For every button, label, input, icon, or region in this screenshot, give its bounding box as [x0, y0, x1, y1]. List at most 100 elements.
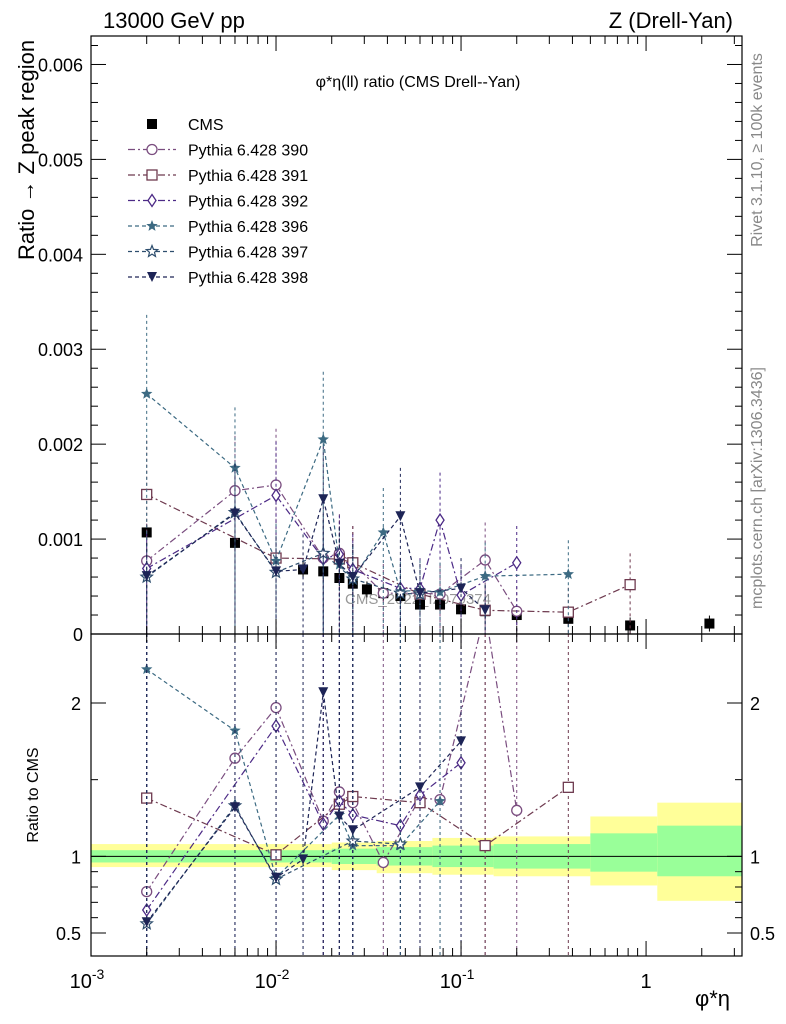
data-point: [377, 526, 389, 538]
ratio-y-tick-label-left: 1: [71, 847, 81, 867]
legend-entry: Pythia 6.428 398: [128, 270, 308, 287]
legend-label: Pythia 6.428 396: [188, 219, 308, 236]
data-point: [271, 566, 282, 577]
ratio-series-line: [146, 692, 462, 923]
legend-entry: CMS: [147, 117, 224, 134]
process-label: Z (Drell-Yan): [609, 8, 733, 33]
legend-label: Pythia 6.428 398: [188, 270, 308, 287]
legend-entry: Pythia 6.428 396: [128, 219, 308, 236]
ratio-data-point: [414, 782, 425, 793]
ratio-data-point: [334, 811, 345, 822]
data-point: [480, 605, 491, 616]
ratio-data-point: [141, 917, 152, 928]
legend: CMS Pythia 6.428 390 Pythia 6.428 391 Pythi…: [128, 117, 308, 287]
ratio-y-tick-label-right: 1: [750, 847, 760, 867]
legend-label: Pythia 6.428 397: [188, 245, 308, 262]
x-tick-label: 10-1: [440, 966, 475, 993]
y-tick-label: 0.001: [38, 530, 83, 550]
ratio-y-tick-label-right: 0.5: [750, 924, 775, 944]
ratio-data-point: [393, 836, 408, 851]
legend-entry: Pythia 6.428 392: [128, 193, 308, 211]
ratio-y-tick-label-right: 2: [750, 694, 760, 714]
data-point: [270, 554, 282, 566]
ratio-data-point: [347, 825, 358, 836]
ratio-data-point: [318, 687, 329, 698]
data-point: [229, 508, 240, 519]
y-tick-label: 0.002: [38, 435, 83, 455]
ratio-series-0: [141, 634, 523, 956]
ratio-data-point: [141, 663, 153, 675]
y-tick-label: 0.006: [38, 55, 83, 75]
legend-marker: [144, 243, 160, 258]
data-point: [479, 570, 491, 581]
series-line: [146, 393, 569, 593]
ratio-series-4: [139, 634, 408, 956]
ratio-frame: [90, 633, 743, 957]
legend-marker: [146, 220, 158, 231]
ratio-data-point: [395, 818, 406, 833]
ratio-data-point: [298, 854, 309, 865]
ratio-series-line: [146, 724, 462, 911]
mcplots-label: mcplots.cern.ch [arXiv:1306.3436]: [749, 367, 766, 609]
rivet-label: Rivet 3.1.10, ≥ 100k events: [749, 53, 766, 247]
y-tick-label: 0.003: [38, 340, 83, 360]
series-6: [141, 446, 491, 634]
data-point: [361, 584, 372, 595]
xlabel: φ*η: [695, 986, 730, 1011]
x-tick-label: 1: [641, 971, 652, 993]
data-point: [298, 564, 309, 575]
data-point: [435, 599, 446, 610]
ratio-data-point: [479, 839, 491, 852]
data-point: [347, 572, 358, 583]
data-point: [511, 555, 522, 570]
inner-uncertainty-band: [657, 825, 742, 877]
data-point: [562, 568, 574, 580]
ratio-y-tick-label-left: 2: [71, 694, 81, 714]
axes: 0 0.001 0.002 0.003 0.004 0.005 0.006 0.5 0.5 1 1 2…: [38, 35, 775, 993]
ratio-data-point: [270, 849, 282, 861]
data-point: [318, 494, 329, 505]
ratio-data-point: [318, 816, 329, 832]
legend-entry: Pythia 6.428 390: [128, 143, 308, 160]
data-point: [317, 433, 329, 445]
data-point: [434, 586, 446, 598]
inner-uncertainty-band: [590, 833, 658, 872]
data-point: [456, 583, 467, 594]
legend-label: Pythia 6.428 390: [188, 143, 308, 160]
ratio-data-point: [434, 795, 446, 806]
legend-marker: [147, 272, 157, 282]
y-tick-label: 0: [73, 625, 83, 645]
ratio-data-point: [377, 856, 389, 869]
legend-marker: [147, 193, 157, 208]
series-0: [141, 524, 715, 634]
series-line: [146, 511, 421, 595]
series-line: [146, 493, 631, 613]
ratio-data-point: [562, 781, 574, 793]
series-line: [146, 494, 518, 597]
uncertainty-bands: [91, 802, 742, 901]
data-point: [334, 558, 345, 569]
energy-label: 13000 GeV pp: [103, 8, 245, 33]
data-point: [141, 387, 153, 399]
legend-entry: Pythia 6.428 397: [128, 243, 308, 262]
data-point: [271, 488, 281, 503]
legend-marker: [146, 169, 158, 181]
ratio-data-point: [229, 802, 240, 813]
y-tick-label: 0.004: [38, 245, 83, 265]
ratio-data-point: [456, 736, 467, 747]
ratio-series-1: [141, 634, 574, 956]
main-ylabel: Ratio → Z peak region: [14, 40, 39, 260]
ratio-series-5: [141, 634, 467, 956]
legend-label: CMS: [188, 117, 224, 134]
ratio-series-2: [141, 634, 466, 956]
y-tick-label: 0.005: [38, 150, 83, 170]
ratio-ylabel: Ratio to CMS: [25, 747, 42, 842]
data-point: [395, 511, 406, 522]
ratio-data-point: [511, 804, 523, 816]
ratio-data-point: [415, 787, 425, 803]
legend-marker: [146, 143, 158, 156]
legend-marker: [147, 119, 157, 129]
main-title: φ*η(ll) ratio (CMS Drell--Yan): [316, 74, 521, 91]
ratio-y-tick-label-left: 0.5: [56, 924, 81, 944]
